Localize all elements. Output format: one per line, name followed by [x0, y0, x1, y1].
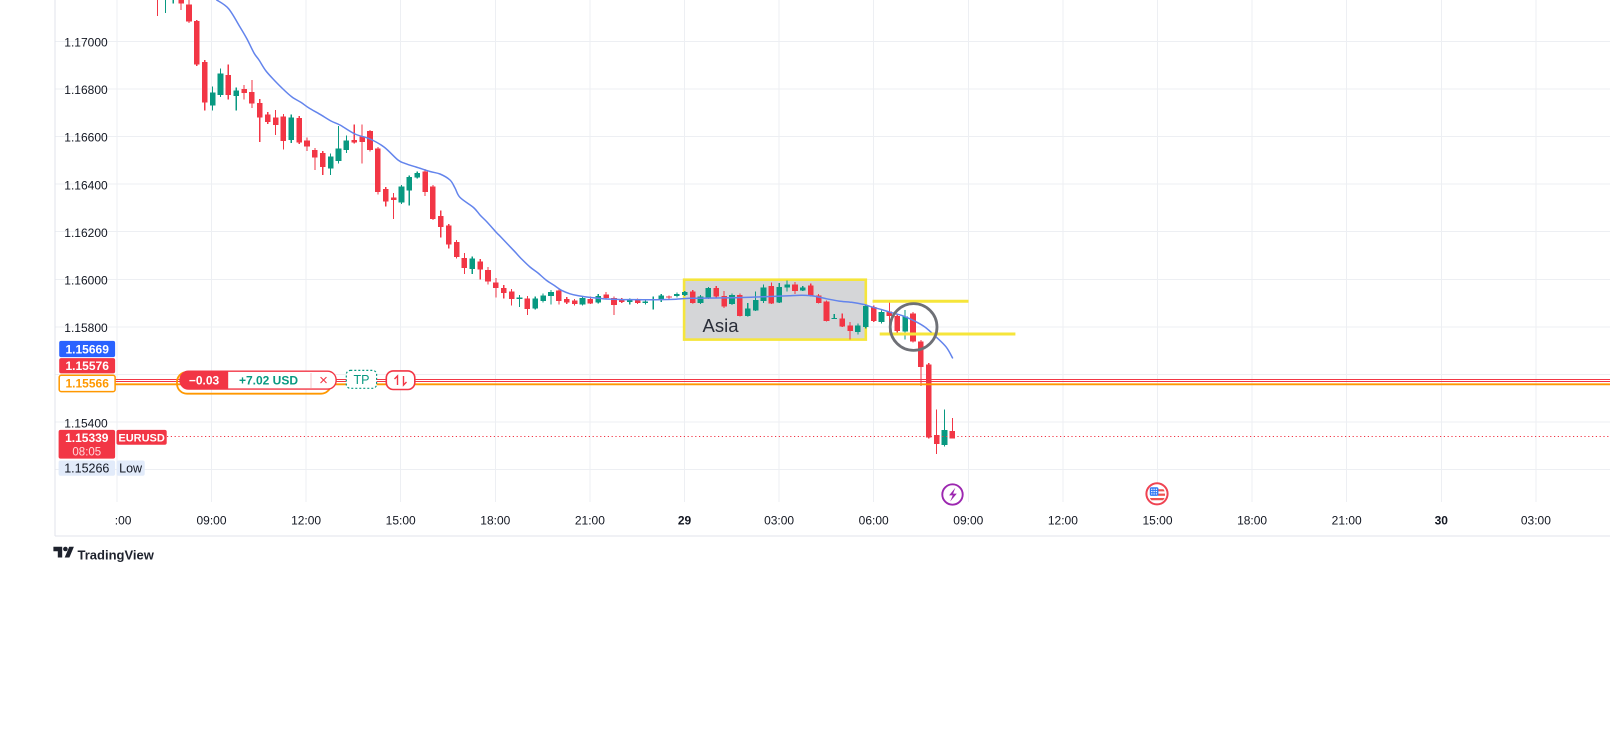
svg-text:1.15800: 1.15800: [64, 321, 108, 335]
svg-text:21:00: 21:00: [575, 514, 605, 528]
svg-text:1.15266: 1.15266: [64, 462, 109, 476]
svg-text:15:00: 15:00: [386, 514, 416, 528]
svg-text:1.16200: 1.16200: [64, 226, 108, 240]
svg-text:06:00: 06:00: [859, 514, 889, 528]
svg-text:1.15339: 1.15339: [65, 431, 109, 445]
svg-text:09:00: 09:00: [953, 514, 983, 528]
svg-text:21:00: 21:00: [1332, 514, 1362, 528]
svg-text:1.16600: 1.16600: [64, 131, 108, 145]
svg-text:1.16400: 1.16400: [64, 178, 108, 192]
svg-text:+7.02 USD: +7.02 USD: [239, 373, 298, 387]
svg-text:03:00: 03:00: [764, 514, 794, 528]
svg-text:1.16000: 1.16000: [64, 274, 108, 288]
svg-text:1.15669: 1.15669: [66, 342, 110, 356]
svg-text:1.15400: 1.15400: [64, 416, 108, 430]
svg-text:EURUSD: EURUSD: [118, 433, 165, 445]
svg-text:18:00: 18:00: [1237, 514, 1267, 528]
svg-text:1.17000: 1.17000: [64, 36, 108, 50]
svg-text:1.15576: 1.15576: [66, 359, 110, 373]
svg-text:29: 29: [678, 514, 692, 528]
svg-text:12:00: 12:00: [291, 514, 321, 528]
svg-text:18:00: 18:00: [480, 514, 510, 528]
svg-text:15:00: 15:00: [1142, 514, 1172, 528]
svg-text:TradingView: TradingView: [78, 548, 155, 563]
svg-text:08:05: 08:05: [72, 447, 101, 459]
svg-text:−0.03: −0.03: [189, 373, 220, 387]
svg-text:Asia: Asia: [703, 315, 740, 336]
svg-text:1.15566: 1.15566: [66, 377, 110, 391]
svg-text:TP: TP: [354, 373, 370, 387]
svg-text:Low: Low: [119, 462, 143, 476]
svg-text:×: ×: [319, 372, 328, 389]
svg-text:03:00: 03:00: [1521, 514, 1551, 528]
svg-text::00: :00: [115, 514, 132, 528]
svg-text:09:00: 09:00: [196, 514, 226, 528]
svg-text:1.16800: 1.16800: [64, 83, 108, 97]
svg-text:30: 30: [1435, 514, 1449, 528]
svg-text:12:00: 12:00: [1048, 514, 1078, 528]
